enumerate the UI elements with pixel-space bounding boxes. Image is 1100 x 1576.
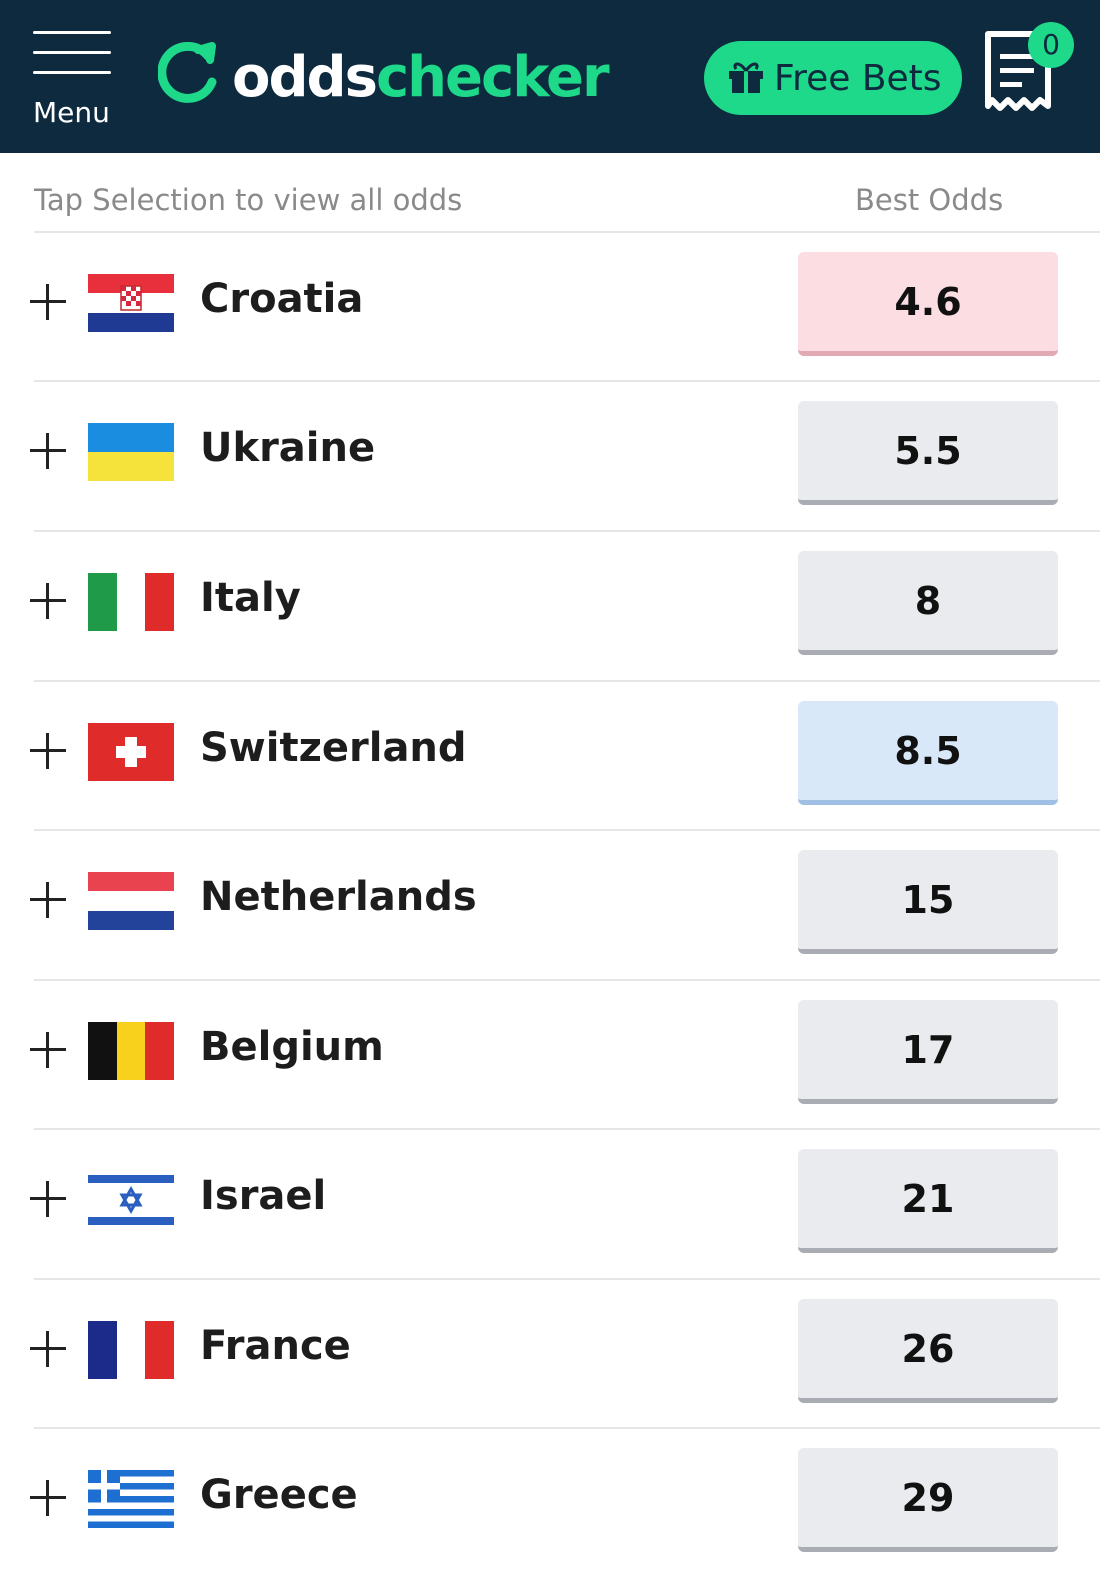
- receipt-icon: [985, 31, 1051, 111]
- best-odds-heading: Best Odds: [855, 183, 1004, 217]
- divider: [34, 530, 1100, 532]
- divider: [34, 1427, 1100, 1429]
- best-odds-button[interactable]: 8.5: [798, 701, 1058, 805]
- best-odds-button[interactable]: 29: [798, 1448, 1058, 1552]
- selection-name: Netherlands: [200, 874, 477, 920]
- selection-row-france[interactable]: France 26: [0, 1277, 1100, 1427]
- hamburger-icon-bar: [33, 71, 111, 74]
- logo-ring-icon: [158, 42, 217, 103]
- selection-row-italy[interactable]: Italy 8: [0, 529, 1100, 679]
- top-header: Menu oddschecker Free Bets 0: [0, 0, 1100, 153]
- expand-plus-icon[interactable]: [28, 431, 68, 471]
- expand-plus-icon[interactable]: [28, 1030, 68, 1070]
- ukraine-flag-icon: [88, 423, 174, 481]
- logo-text-checker: checker: [375, 45, 610, 110]
- netherlands-flag-icon: [88, 872, 174, 930]
- selection-name: France: [200, 1323, 351, 1369]
- menu-label: Menu: [33, 96, 110, 129]
- selection-row-israel[interactable]: Israel 21: [0, 1127, 1100, 1277]
- selection-name: Ukraine: [200, 425, 376, 471]
- belgium-flag-icon: [88, 1022, 174, 1080]
- selection-row-greece[interactable]: Greece 29: [0, 1426, 1100, 1576]
- best-odds-button[interactable]: 17: [798, 1000, 1058, 1104]
- free-bets-button[interactable]: Free Bets: [704, 41, 962, 115]
- selection-name: Switzerland: [200, 725, 467, 771]
- selection-row-ukraine[interactable]: Ukraine 5.5: [0, 379, 1100, 529]
- betslip-count-badge: 0: [1028, 22, 1074, 68]
- column-header: Tap Selection to view all odds Best Odds: [0, 153, 1100, 233]
- expand-plus-icon[interactable]: [28, 1179, 68, 1219]
- expand-plus-icon[interactable]: [28, 581, 68, 621]
- hamburger-icon: [33, 31, 111, 34]
- greece-flag-icon: [88, 1470, 174, 1528]
- divider: [34, 1128, 1100, 1130]
- menu-button[interactable]: Menu: [28, 24, 118, 134]
- best-odds-button[interactable]: 8: [798, 551, 1058, 655]
- expand-plus-icon[interactable]: [28, 731, 68, 771]
- expand-plus-icon[interactable]: [28, 1478, 68, 1518]
- croatia-flag-icon: [88, 274, 174, 332]
- hamburger-icon-bar: [33, 51, 111, 54]
- best-odds-button[interactable]: 15: [798, 850, 1058, 954]
- tap-selection-hint: Tap Selection to view all odds: [34, 183, 463, 217]
- selection-row-switzerland[interactable]: Switzerland 8.5: [0, 679, 1100, 829]
- logo-wordmark: oddschecker: [232, 45, 610, 110]
- betslip-button[interactable]: 0: [978, 22, 1078, 132]
- divider: [34, 979, 1100, 981]
- best-odds-button[interactable]: 4.6: [798, 252, 1058, 356]
- best-odds-button[interactable]: 26: [798, 1299, 1058, 1403]
- divider: [34, 380, 1100, 382]
- france-flag-icon: [88, 1321, 174, 1379]
- logo-text-odds: odds: [232, 45, 378, 110]
- expand-plus-icon[interactable]: [28, 282, 68, 322]
- divider: [34, 680, 1100, 682]
- switzerland-flag-icon: [88, 723, 174, 781]
- oddschecker-logo[interactable]: oddschecker: [158, 40, 610, 110]
- selection-name: Greece: [200, 1472, 358, 1518]
- selection-row-belgium[interactable]: Belgium 17: [0, 978, 1100, 1128]
- expand-plus-icon[interactable]: [28, 880, 68, 920]
- divider: [34, 1278, 1100, 1280]
- expand-plus-icon[interactable]: [28, 1329, 68, 1369]
- divider: [34, 231, 1100, 233]
- selection-name: Belgium: [200, 1024, 384, 1070]
- italy-flag-icon: [88, 573, 174, 631]
- selection-name: Croatia: [200, 276, 364, 322]
- best-odds-button[interactable]: 5.5: [798, 401, 1058, 505]
- selection-row-netherlands[interactable]: Netherlands 15: [0, 828, 1100, 978]
- selection-name: Italy: [200, 575, 301, 621]
- israel-flag-icon: [88, 1171, 174, 1229]
- selection-name: Israel: [200, 1173, 327, 1219]
- divider: [34, 829, 1100, 831]
- gift-icon: [729, 62, 763, 93]
- selection-row-croatia[interactable]: Croatia 4.6: [0, 230, 1100, 380]
- best-odds-button[interactable]: 21: [798, 1149, 1058, 1253]
- free-bets-label: Free Bets: [774, 58, 942, 99]
